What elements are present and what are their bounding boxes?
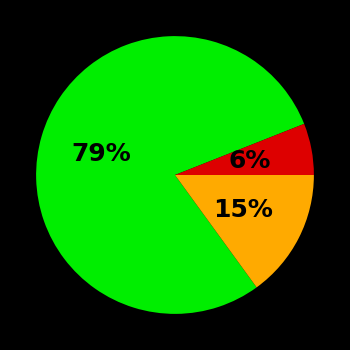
Text: 15%: 15%: [213, 198, 273, 222]
Text: 79%: 79%: [72, 142, 132, 166]
Wedge shape: [36, 36, 304, 314]
Wedge shape: [175, 124, 314, 175]
Wedge shape: [175, 175, 314, 287]
Text: 6%: 6%: [229, 149, 271, 173]
